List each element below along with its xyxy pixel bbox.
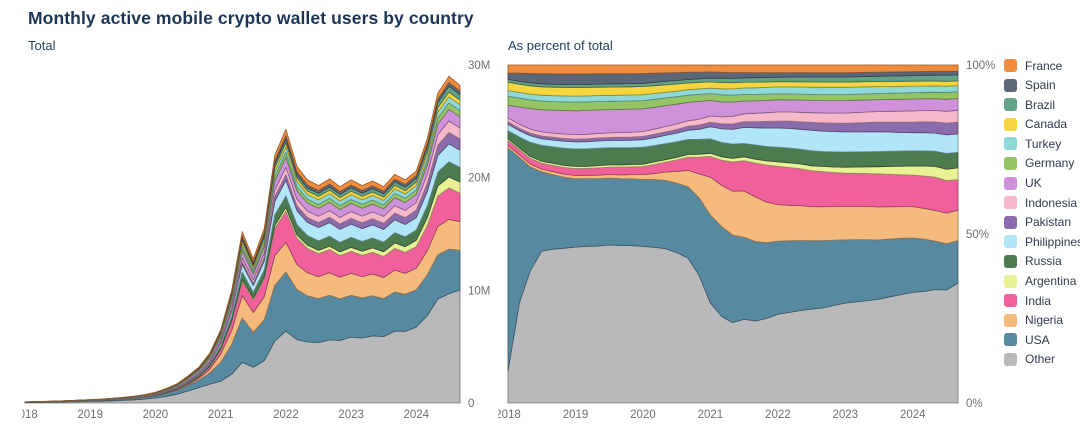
legend-swatch [1004, 215, 1017, 229]
y-tick-label: 50% [966, 229, 989, 241]
x-tick-label: 2021 [208, 409, 234, 421]
x-tick-label: 2018 [498, 409, 521, 421]
legend-label: Pakistan [1025, 215, 1072, 230]
legend-label: France [1025, 58, 1063, 73]
legend-item-uk: UK [1004, 176, 1080, 191]
legend-swatch [1004, 352, 1017, 366]
area-france [24, 75, 461, 403]
legend-item-spain: Spain [1004, 78, 1080, 93]
legend-swatch [1004, 274, 1017, 288]
legend-label: Philippines [1025, 234, 1080, 249]
legend-item-usa: USA [1004, 332, 1080, 347]
legend-swatch [1004, 98, 1017, 112]
legend-label: Brazil [1025, 97, 1056, 112]
legend-swatch [1004, 137, 1017, 151]
percent-chart-subtitle: As percent of total [508, 38, 613, 53]
y-tick-label: 0% [966, 398, 983, 410]
legend-item-canada: Canada [1004, 117, 1080, 132]
legend-swatch [1004, 196, 1017, 210]
legend-item-philippines: Philippines [1004, 234, 1080, 249]
legend-item-russia: Russia [1004, 254, 1080, 269]
y-tick-label: 100% [966, 60, 995, 72]
legend-swatch [1004, 313, 1017, 327]
x-tick-label: 2023 [833, 409, 859, 421]
legend-item-pakistan: Pakistan [1004, 215, 1080, 230]
legend-item-nigeria: Nigeria [1004, 313, 1080, 328]
area-france [507, 64, 959, 75]
x-tick-label: 2020 [630, 409, 656, 421]
legend-swatch [1004, 117, 1017, 131]
legend-label: India [1025, 293, 1052, 308]
x-tick-label: 2023 [338, 409, 364, 421]
legend-item-turkey: Turkey [1004, 136, 1080, 151]
legend-label: USA [1025, 332, 1050, 347]
x-tick-label: 2024 [404, 409, 430, 421]
legend-item-france: France [1004, 58, 1080, 73]
legend-swatch [1004, 333, 1017, 347]
x-tick-label: 2022 [765, 409, 791, 421]
chart-title: Monthly active mobile crypto wallet user… [28, 8, 474, 28]
x-tick-label: 2019 [563, 409, 589, 421]
legend-swatch [1004, 254, 1017, 268]
legend-item-argentina: Argentina [1004, 274, 1080, 289]
legend-label: Germany [1025, 156, 1075, 171]
y-tick-label: 20M [468, 173, 490, 185]
y-tick-label: 30M [468, 60, 490, 72]
legend-swatch [1004, 294, 1017, 308]
legend-label: Indonesia [1025, 195, 1078, 210]
legend-label: Russia [1025, 254, 1062, 269]
legend-item-india: India [1004, 293, 1080, 308]
x-tick-label: 2022 [273, 409, 299, 421]
legend-item-other: Other [1004, 352, 1080, 367]
legend-label: Spain [1025, 78, 1056, 93]
y-tick-label: 0 [468, 398, 474, 410]
legend-swatch [1004, 156, 1017, 170]
total-chart-subtitle: Total [28, 38, 56, 53]
legend-item-brazil: Brazil [1004, 97, 1080, 112]
legend-swatch [1004, 59, 1017, 72]
x-tick-label: 2019 [77, 409, 103, 421]
legend: France Spain Brazil Canada Turkey Germany UK In… [1004, 59, 1080, 366]
x-tick-label: 2024 [900, 409, 926, 421]
x-tick-label: 2018 [22, 409, 38, 421]
legend-label: UK [1025, 176, 1042, 191]
legend-label: Other [1025, 352, 1056, 367]
legend-swatch [1004, 176, 1017, 190]
total-chart-svg: 2018 2019 2020 2021 2022 2023 2024 0 10M 20M 30M [22, 60, 490, 421]
legend-swatch [1004, 235, 1017, 249]
legend-label: Argentina [1025, 274, 1077, 289]
legend-item-germany: Germany [1004, 156, 1080, 171]
percent-chart-svg: 2018 2019 2020 2021 2022 2023 2024 0% 50% 100% [498, 60, 995, 421]
y-tick-label: 10M [468, 285, 490, 297]
legend-label: Canada [1025, 117, 1068, 132]
x-tick-label: 2021 [698, 409, 724, 421]
legend-label: Turkey [1025, 136, 1062, 151]
x-tick-label: 2020 [143, 409, 169, 421]
legend-label: Nigeria [1025, 313, 1064, 328]
legend-item-indonesia: Indonesia [1004, 195, 1080, 210]
legend-swatch [1004, 78, 1017, 92]
